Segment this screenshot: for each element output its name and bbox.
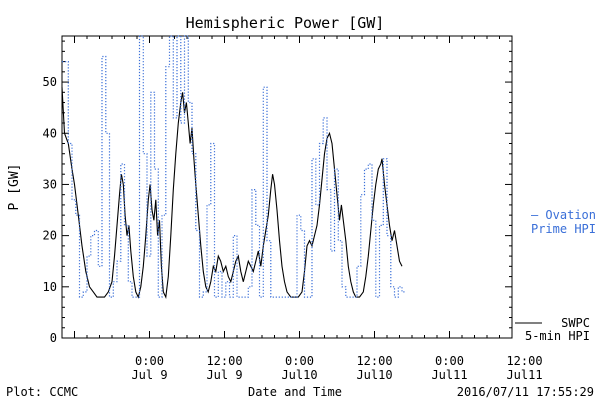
- x-tick-label-time: 12:00: [506, 354, 542, 368]
- x-tick-label-date: Jul10: [281, 368, 317, 382]
- chart-title: Hemispheric Power [GW]: [186, 14, 385, 32]
- y-tick-label: 50: [43, 75, 57, 89]
- x-tick-label-date: Jul10: [356, 368, 392, 382]
- y-tick-label: 20: [43, 229, 57, 243]
- x-tick-label-time: 12:00: [206, 354, 242, 368]
- x-tick-label-date: Jul11: [431, 368, 467, 382]
- y-tick-label: 40: [43, 126, 57, 140]
- x-tick-label-time: 0:00: [135, 354, 164, 368]
- series-swpc-line: [61, 87, 403, 300]
- x-tick-label-time: 0:00: [435, 354, 464, 368]
- legend-swpc: SWPC 5-min HPI: [515, 316, 590, 343]
- x-tick-label-date: Jul 9: [206, 368, 242, 382]
- footer-source: Plot: CCMC: [6, 385, 78, 399]
- legend-swpc-line1: SWPC: [561, 316, 590, 330]
- x-tick-label-time: 0:00: [285, 354, 314, 368]
- series-layer: [61, 35, 406, 300]
- footer-timestamp: 2016/07/11 17:55:29: [457, 385, 594, 399]
- legend-ovation-line2: Prime HPI: [531, 222, 596, 236]
- x-axis-label: Date and Time: [248, 385, 342, 399]
- x-tick-label-date: Jul11: [506, 368, 542, 382]
- y-tick-label: 0: [50, 331, 57, 345]
- y-tick-label: 30: [43, 177, 57, 191]
- y-tick-label: 10: [43, 280, 57, 294]
- y-axis-label: P [GW]: [7, 164, 22, 211]
- legend-swpc-line2: 5-min HPI: [525, 329, 590, 343]
- x-tick-label-time: 12:00: [356, 354, 392, 368]
- legend-ovation-line1: — Ovation: [531, 208, 596, 222]
- series-ovation-line: [62, 35, 406, 298]
- x-tick-label-date: Jul 9: [131, 368, 167, 382]
- legend-ovation: — Ovation Prime HPI: [531, 208, 596, 236]
- y-axis: 0 10 20 30 40 50: [43, 40, 512, 345]
